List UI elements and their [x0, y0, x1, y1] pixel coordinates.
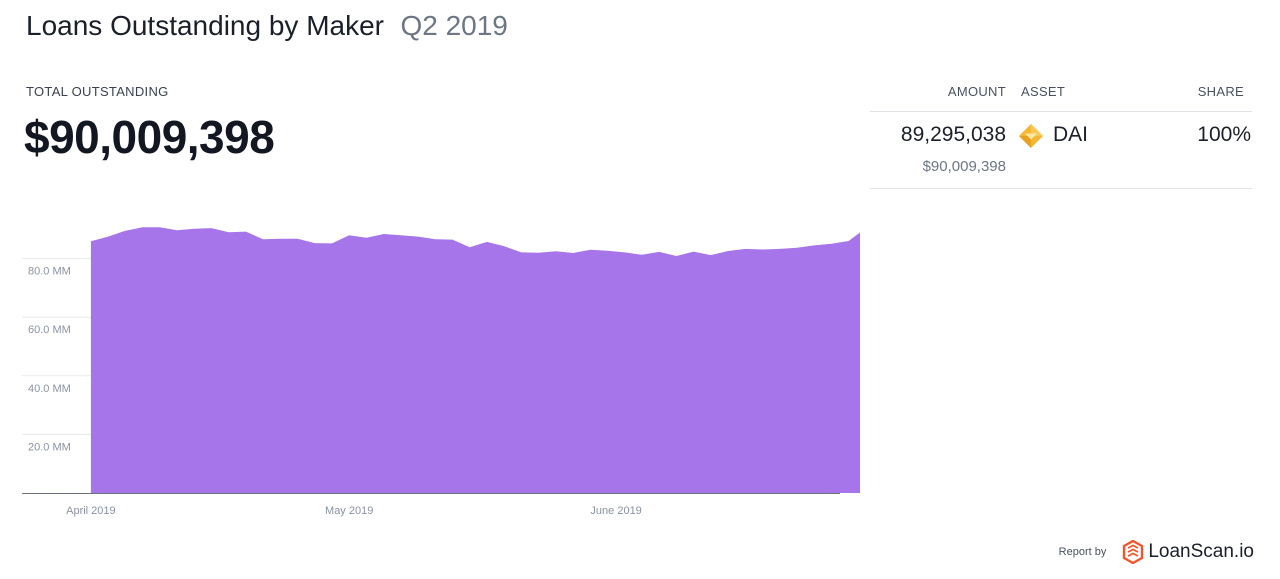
column-header-share: SHARE: [1197, 84, 1244, 99]
column-header-amount: AMOUNT: [947, 84, 1006, 99]
x-tick-label: May 2019: [325, 505, 373, 517]
dai-diamond-icon: [1019, 124, 1043, 148]
loanscan-brand[interactable]: LoanScan.io: [1148, 541, 1254, 562]
report-by-label: Report by: [1058, 546, 1107, 558]
page-header: Loans Outstanding by Maker Q2 2019: [26, 10, 508, 42]
period-label: Q2 2019: [400, 10, 508, 41]
asset-amount: 89,295,038: [900, 123, 1006, 146]
x-tick-label: June 2019: [590, 505, 641, 517]
table-divider: [870, 188, 1252, 189]
asset-amount-usd: $90,009,398: [922, 158, 1006, 175]
asset-share: 100%: [1197, 123, 1251, 146]
total-outstanding-label: TOTAL OUTSTANDING: [26, 84, 169, 99]
table-divider: [870, 111, 1252, 112]
y-tick-label: 40.0 MM: [28, 383, 71, 395]
total-outstanding-value: $90,009,398: [24, 111, 275, 163]
x-tick-label: April 2019: [66, 505, 116, 517]
y-tick-label: 20.0 MM: [28, 441, 71, 453]
y-tick-label: 80.0 MM: [28, 266, 71, 278]
loanscan-logo-icon[interactable]: [1122, 540, 1144, 564]
column-header-asset: ASSET: [1021, 84, 1066, 99]
loans-area-chart: 20.0 MM 40.0 MM 60.0 MM 80.0 MM April 2019 Ma…: [22, 227, 860, 517]
footer: Report by LoanScan.io: [1059, 539, 1254, 565]
page-title: Loans Outstanding by Maker: [26, 10, 384, 41]
asset-name: DAI: [1053, 123, 1089, 146]
area-series: [90, 227, 860, 493]
y-tick-label: 60.0 MM: [28, 324, 71, 336]
